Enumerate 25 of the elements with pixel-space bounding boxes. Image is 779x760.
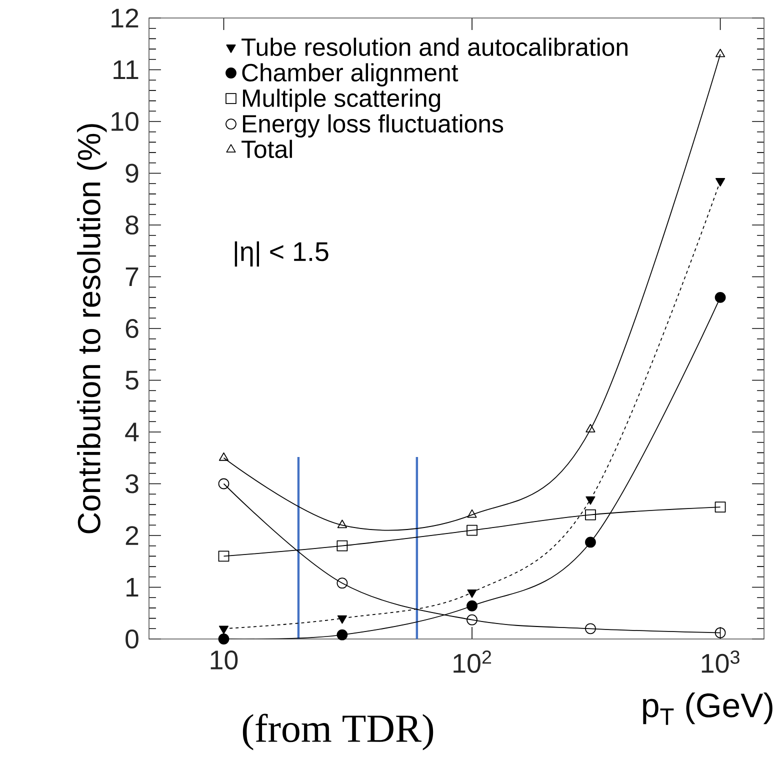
y-tick-label: 9 (126, 164, 138, 183)
annotation: |η| < 1.5 (234, 241, 328, 267)
y-tick-label: 12 (112, 8, 138, 28)
text: (from TDR) (242, 714, 434, 750)
y-tick-label: 4 (125, 422, 139, 442)
y-tick-label: 2 (126, 526, 138, 545)
y-tick-label: 1 (126, 578, 138, 597)
y-tick-label: 7 (126, 267, 138, 286)
y-tick-label: 3 (126, 474, 138, 494)
legend-label: Chamber alignment (242, 63, 458, 86)
x-tick-label: 10$^{3}$ (702, 650, 740, 673)
y-axis-title: Contribution to resolution (%) (77, 124, 107, 534)
y-tick-label: 11 (114, 60, 138, 79)
legend-label: Total (242, 140, 292, 158)
x-axis-title: p$_{T}$ (GeV) (643, 692, 772, 725)
y-tick-label: 8 (126, 215, 138, 235)
legend-label: Multiple scattering (243, 88, 440, 112)
x-tick-label: 10 (210, 650, 238, 670)
y-tick-label: 0 (126, 629, 138, 649)
x-tick-label: 10$^{2}$ (454, 650, 492, 673)
legend-label: Energy loss fluctuations (243, 114, 504, 138)
legend-label: Tube resolution and autocalibration (242, 38, 628, 56)
y-tick-label: 5 (126, 370, 138, 390)
y-tick-label: 6 (126, 318, 138, 338)
y-tick-label: 10 (112, 112, 138, 132)
